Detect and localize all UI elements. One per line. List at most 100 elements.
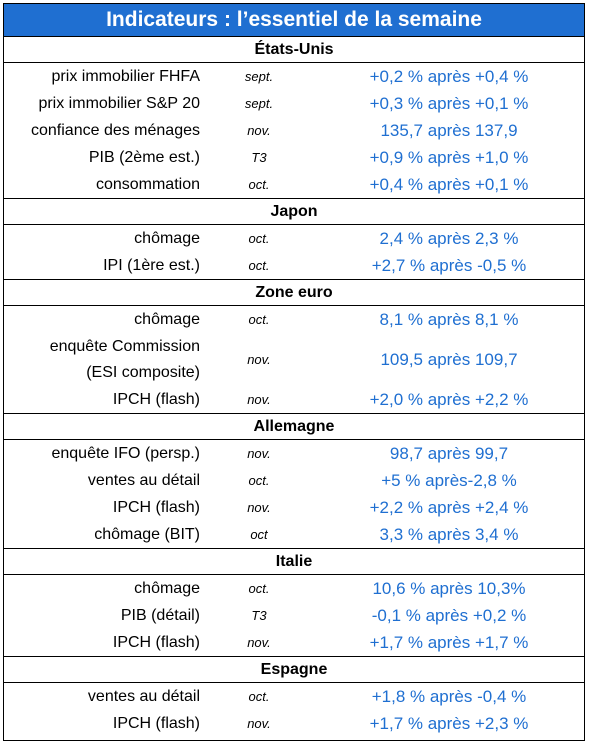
value-cell: 10,6 % après 10,3% (372, 578, 526, 598)
value-cell: 98,7 après 99,7 (389, 443, 509, 463)
indicator-label: IPCH (flash) (4, 495, 204, 521)
period-cell: oct (250, 527, 268, 542)
table-row: IPCH (flash) nov. +1,7 % après +2,3 % (4, 710, 584, 737)
table-row: ventes au détail oct. +5 % après-2,8 % (4, 467, 584, 494)
indicator-label-line: PIB (détail) (120, 606, 200, 624)
section-body: enquête IFO (persp.) nov. 98,7 après 99,7 v… (4, 440, 584, 549)
table-row: IPCH (flash) nov. +2,0 % après +2,2 % (4, 386, 584, 413)
indicator-label: chômage (BIT) (4, 522, 204, 548)
section-heading: Japon (4, 199, 584, 225)
indicator-label-line: consommation (95, 175, 200, 193)
period-cell: nov. (247, 392, 271, 407)
indicator-label-line: prix immobilier FHFA (51, 67, 200, 85)
period-cell: oct. (248, 473, 270, 488)
table-row: prix immobilier S&P 20 sept. +0,3 % après … (4, 90, 584, 117)
indicator-label-line: prix immobilier S&P 20 (38, 94, 200, 112)
table-row: chômage (BIT) oct 3,3 % après 3,4 % (4, 521, 584, 548)
period-cell: oct. (248, 689, 270, 704)
indicator-label: IPI (1ère est.) (4, 253, 204, 279)
indicator-label-line: chômage (BIT) (94, 525, 200, 543)
indicator-label-line: chômage (134, 229, 200, 247)
indicator-label: ventes au détail (4, 468, 204, 494)
value-cell: +1,7 % après +2,3 % (369, 713, 529, 733)
indicator-label: confiance des ménages (4, 118, 204, 144)
period-cell: nov. (247, 123, 271, 138)
indicator-label-line: IPCH (flash) (112, 633, 200, 651)
value-cell: 2,4 % après 2,3 % (379, 228, 519, 248)
section-heading: Italie (4, 549, 584, 575)
table-row: PIB (2ème est.) T3 +0,9 % après +1,0 % (4, 144, 584, 171)
value-cell: 8,1 % après 8,1 % (379, 309, 519, 329)
indicator-label: enquête IFO (persp.) (4, 441, 204, 467)
period-cell: nov. (247, 446, 271, 461)
period-cell: T3 (251, 150, 267, 165)
table-row: enquête IFO (persp.) nov. 98,7 après 99,7 (4, 440, 584, 467)
table-row: IPCH (flash) nov. +1,7 % après +1,7 % (4, 629, 584, 656)
period-cell: nov. (247, 716, 271, 731)
indicator-label-line-2: (ESI composite) (86, 363, 200, 381)
period-cell: oct. (248, 312, 270, 327)
indicator-label-line: ventes au détail (87, 687, 200, 705)
section-heading: États-Unis (4, 37, 584, 63)
indicator-label: IPCH (flash) (4, 711, 204, 737)
indicator-label: IPCH (flash) (4, 387, 204, 413)
indicator-label: consommation (4, 172, 204, 198)
indicator-label-line: chômage (134, 579, 200, 597)
table-row: IPCH (flash) nov. +2,2 % après +2,4 % (4, 494, 584, 521)
indicator-label: enquête Commission (ESI composite) (4, 334, 204, 386)
section-heading: Zone euro (4, 280, 584, 306)
indicator-label-line: confiance des ménages (31, 121, 200, 139)
table-title: Indicateurs : l’essentiel de la semaine (4, 4, 584, 37)
section-body: chômage oct. 8,1 % après 8,1 % enquête Comm… (4, 306, 584, 414)
indicator-label: chômage (4, 576, 204, 602)
value-cell: +0,2 % après +0,4 % (369, 66, 529, 86)
period-cell: nov. (247, 352, 271, 367)
indicator-label: prix immobilier FHFA (4, 64, 204, 90)
period-cell: oct. (248, 581, 270, 596)
section-heading: Allemagne (4, 414, 584, 440)
table-row: confiance des ménages nov. 135,7 après 137… (4, 117, 584, 144)
table-row: prix immobilier FHFA sept. +0,2 % après +0… (4, 63, 584, 90)
indicator-label-line: PIB (2ème est.) (88, 148, 200, 166)
period-cell: oct. (248, 177, 270, 192)
table-row: ventes au détail oct. +1,8 % après -0,4 % (4, 683, 584, 710)
indicator-label-line: chômage (134, 310, 200, 328)
indicator-label: PIB (2ème est.) (4, 145, 204, 171)
indicator-label: PIB (détail) (4, 603, 204, 629)
value-cell: -0,1 % après +0,2 % (371, 605, 527, 625)
section-body: ventes au détail oct. +1,8 % après -0,4 % I… (4, 683, 584, 737)
value-cell: +5 % après-2,8 % (381, 470, 517, 490)
indicator-label: ventes au détail (4, 684, 204, 710)
indicator-label-line: enquête Commission (49, 337, 200, 355)
indicator-label: chômage (4, 307, 204, 333)
indicator-label: prix immobilier S&P 20 (4, 91, 204, 117)
indicators-table: Indicateurs : l’essentiel de la semaine … (3, 3, 585, 741)
indicator-label-line: ventes au détail (87, 471, 200, 489)
period-cell: sept. (244, 69, 274, 84)
indicator-label-line: IPCH (flash) (112, 714, 200, 732)
period-cell: oct. (248, 231, 270, 246)
value-cell: +0,4 % après +0,1 % (369, 174, 529, 194)
section-body: chômage oct. 2,4 % après 2,3 % IPI (1ère es… (4, 225, 584, 280)
table-row: chômage oct. 10,6 % après 10,3% (4, 575, 584, 602)
indicator-label-line: IPCH (flash) (112, 498, 200, 516)
value-cell: 109,5 après 109,7 (380, 349, 518, 369)
period-cell: nov. (247, 500, 271, 515)
value-cell: 3,3 % après 3,4 % (379, 524, 519, 544)
value-cell: +0,3 % après +0,1 % (369, 93, 529, 113)
value-cell: 135,7 après 137,9 (380, 120, 518, 140)
table-row: consommation oct. +0,4 % après +0,1 % (4, 171, 584, 198)
value-cell: +2,7 % après -0,5 % (371, 255, 527, 275)
value-cell: +2,0 % après +2,2 % (369, 389, 529, 409)
sections-container: États-Unis prix immobilier FHFA sept. +0,2 … (4, 37, 584, 737)
indicator-label: IPCH (flash) (4, 630, 204, 656)
indicator-label: chômage (4, 226, 204, 252)
section-body: chômage oct. 10,6 % après 10,3% PIB (détail… (4, 575, 584, 657)
period-cell: T3 (251, 608, 267, 623)
period-cell: oct. (248, 258, 270, 273)
period-cell: nov. (247, 635, 271, 650)
table-row: enquête Commission (ESI composite) nov. 109… (4, 333, 584, 386)
value-cell: +1,8 % après -0,4 % (371, 686, 527, 706)
table-row: IPI (1ère est.) oct. +2,7 % après -0,5 % (4, 252, 584, 279)
value-cell: +0,9 % après +1,0 % (369, 147, 529, 167)
